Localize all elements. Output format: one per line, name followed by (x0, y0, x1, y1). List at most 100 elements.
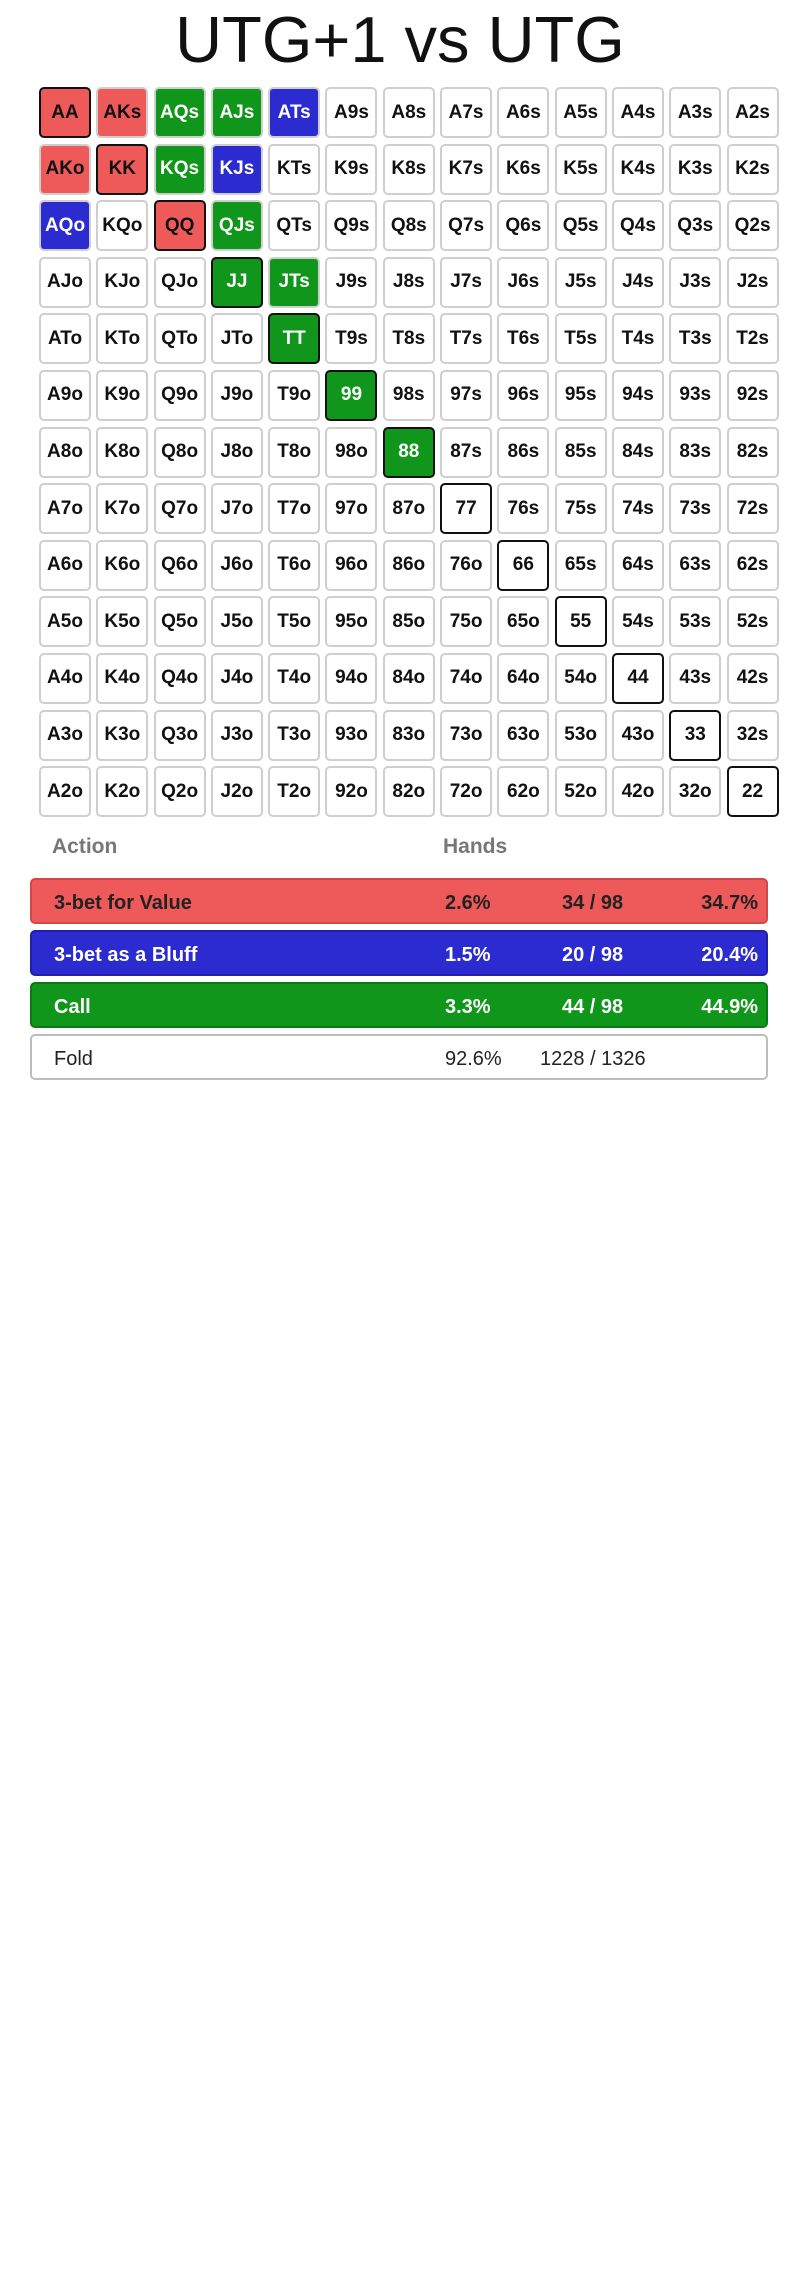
hand-cell-77[interactable]: 77 (440, 483, 493, 535)
hand-cell-53o[interactable]: 53o (554, 709, 607, 761)
hand-cell-J3o[interactable]: J3o (210, 709, 263, 761)
hand-cell-76s[interactable]: 76s (497, 483, 550, 535)
hand-cell-T8s[interactable]: T8s (382, 313, 435, 365)
hand-cell-42s[interactable]: 42s (726, 652, 779, 704)
hand-cell-AJo[interactable]: AJo (39, 256, 91, 308)
hand-cell-ATo[interactable]: ATo (39, 313, 91, 365)
hand-cell-ATs[interactable]: ATs (268, 87, 321, 138)
hand-cell-65o[interactable]: 65o (497, 596, 550, 648)
hand-cell-AQs[interactable]: AQs (153, 87, 206, 138)
hand-cell-99[interactable]: 99 (325, 369, 378, 421)
hand-cell-73o[interactable]: 73o (440, 709, 493, 761)
hand-cell-KQo[interactable]: KQo (96, 200, 149, 252)
hand-cell-97s[interactable]: 97s (440, 369, 493, 421)
hand-cell-KTo[interactable]: KTo (96, 313, 149, 365)
hand-cell-74s[interactable]: 74s (611, 483, 664, 535)
hand-cell-A8o[interactable]: A8o (39, 426, 91, 478)
hand-cell-66[interactable]: 66 (497, 539, 550, 591)
hand-cell-Q7o[interactable]: Q7o (153, 483, 206, 535)
hand-cell-43s[interactable]: 43s (669, 652, 722, 704)
hand-cell-75o[interactable]: 75o (440, 596, 493, 648)
hand-cell-87s[interactable]: 87s (440, 426, 493, 478)
hand-cell-97o[interactable]: 97o (325, 483, 378, 535)
hand-cell-A4s[interactable]: A4s (611, 87, 664, 138)
hand-cell-82o[interactable]: 82o (382, 766, 435, 818)
hand-cell-A3s[interactable]: A3s (669, 87, 722, 138)
hand-cell-KJs[interactable]: KJs (210, 143, 263, 195)
hand-cell-J7o[interactable]: J7o (210, 483, 263, 535)
hand-cell-Q2s[interactable]: Q2s (726, 200, 779, 252)
hand-cell-A9s[interactable]: A9s (325, 87, 378, 138)
hand-cell-A5s[interactable]: A5s (554, 87, 607, 138)
hand-cell-AQo[interactable]: AQo (39, 200, 91, 252)
hand-cell-K7o[interactable]: K7o (96, 483, 149, 535)
hand-cell-K6s[interactable]: K6s (497, 143, 550, 195)
hand-cell-AA[interactable]: AA (39, 87, 91, 138)
hand-cell-74o[interactable]: 74o (440, 652, 493, 704)
hand-cell-63s[interactable]: 63s (669, 539, 722, 591)
hand-cell-A2o[interactable]: A2o (39, 766, 91, 818)
hand-cell-82s[interactable]: 82s (726, 426, 779, 478)
hand-cell-J4s[interactable]: J4s (611, 256, 664, 308)
hand-cell-A4o[interactable]: A4o (39, 652, 91, 704)
hand-cell-T4s[interactable]: T4s (611, 313, 664, 365)
hand-cell-Q9o[interactable]: Q9o (153, 369, 206, 421)
hand-cell-98s[interactable]: 98s (382, 369, 435, 421)
hand-cell-Q5s[interactable]: Q5s (554, 200, 607, 252)
hand-cell-Q7s[interactable]: Q7s (440, 200, 493, 252)
hand-cell-84s[interactable]: 84s (611, 426, 664, 478)
hand-cell-KTs[interactable]: KTs (268, 143, 321, 195)
hand-cell-95o[interactable]: 95o (325, 596, 378, 648)
hand-cell-A3o[interactable]: A3o (39, 709, 91, 761)
hand-cell-Q3o[interactable]: Q3o (153, 709, 206, 761)
hand-cell-83o[interactable]: 83o (382, 709, 435, 761)
hand-cell-QJo[interactable]: QJo (153, 256, 206, 308)
hand-cell-Q2o[interactable]: Q2o (153, 766, 206, 818)
hand-cell-88[interactable]: 88 (382, 426, 435, 478)
hand-cell-T7s[interactable]: T7s (440, 313, 493, 365)
hand-cell-A8s[interactable]: A8s (382, 87, 435, 138)
hand-cell-52s[interactable]: 52s (726, 596, 779, 648)
hand-cell-J3s[interactable]: J3s (669, 256, 722, 308)
hand-cell-K2o[interactable]: K2o (96, 766, 149, 818)
hand-cell-32s[interactable]: 32s (726, 709, 779, 761)
hand-cell-33[interactable]: 33 (669, 709, 722, 761)
hand-cell-Q5o[interactable]: Q5o (153, 596, 206, 648)
hand-cell-T2o[interactable]: T2o (268, 766, 321, 818)
hand-cell-73s[interactable]: 73s (669, 483, 722, 535)
hand-cell-AKo[interactable]: AKo (39, 143, 91, 195)
hand-cell-52o[interactable]: 52o (554, 766, 607, 818)
hand-cell-43o[interactable]: 43o (611, 709, 664, 761)
hand-cell-Q4o[interactable]: Q4o (153, 652, 206, 704)
hand-cell-J5s[interactable]: J5s (554, 256, 607, 308)
hand-cell-JTs[interactable]: JTs (268, 256, 321, 308)
hand-cell-54o[interactable]: 54o (554, 652, 607, 704)
hand-cell-J6s[interactable]: J6s (497, 256, 550, 308)
hand-cell-62s[interactable]: 62s (726, 539, 779, 591)
hand-cell-T5o[interactable]: T5o (268, 596, 321, 648)
hand-cell-A7o[interactable]: A7o (39, 483, 91, 535)
hand-cell-AKs[interactable]: AKs (96, 87, 149, 138)
hand-cell-96s[interactable]: 96s (497, 369, 550, 421)
hand-cell-J2o[interactable]: J2o (210, 766, 263, 818)
hand-cell-J2s[interactable]: J2s (726, 256, 779, 308)
hand-cell-92o[interactable]: 92o (325, 766, 378, 818)
hand-cell-AJs[interactable]: AJs (210, 87, 263, 138)
hand-cell-K5s[interactable]: K5s (554, 143, 607, 195)
hand-cell-A5o[interactable]: A5o (39, 596, 91, 648)
hand-cell-KJo[interactable]: KJo (96, 256, 149, 308)
hand-cell-63o[interactable]: 63o (497, 709, 550, 761)
hand-cell-Q9s[interactable]: Q9s (325, 200, 378, 252)
hand-cell-T8o[interactable]: T8o (268, 426, 321, 478)
hand-cell-Q3s[interactable]: Q3s (669, 200, 722, 252)
hand-cell-T3o[interactable]: T3o (268, 709, 321, 761)
hand-cell-64s[interactable]: 64s (611, 539, 664, 591)
hand-cell-KQs[interactable]: KQs (153, 143, 206, 195)
hand-cell-87o[interactable]: 87o (382, 483, 435, 535)
hand-cell-J7s[interactable]: J7s (440, 256, 493, 308)
hand-cell-Q8o[interactable]: Q8o (153, 426, 206, 478)
hand-cell-32o[interactable]: 32o (669, 766, 722, 818)
hand-cell-72o[interactable]: 72o (440, 766, 493, 818)
hand-cell-K7s[interactable]: K7s (440, 143, 493, 195)
hand-cell-Q6o[interactable]: Q6o (153, 539, 206, 591)
